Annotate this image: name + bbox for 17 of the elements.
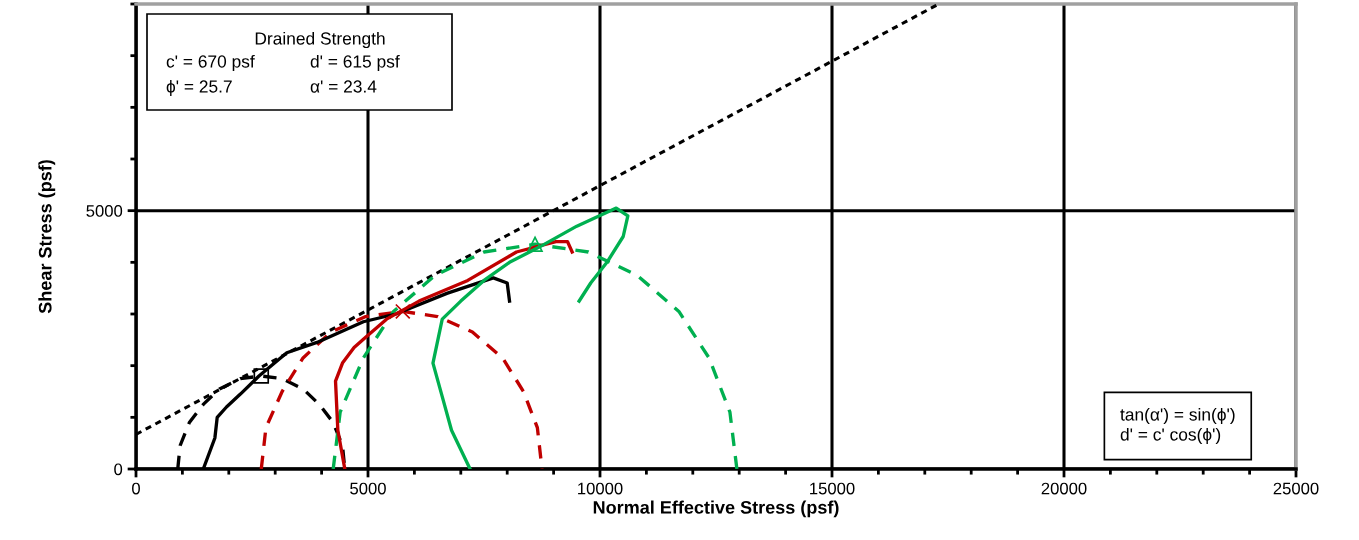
x-tick-label: 10000 [578, 482, 623, 495]
annotation: d' = 615 psf [310, 54, 400, 72]
x-tick-label: 25000 [1273, 482, 1319, 495]
x-tick-label: 15000 [810, 482, 855, 495]
point [527, 236, 543, 253]
annotation: ϕ' = 25.7 [166, 79, 232, 97]
x-tick-label: 20000 [1041, 482, 1087, 495]
x-tick-label: 5000 [350, 482, 386, 495]
point [253, 368, 270, 384]
y-axis-title: Shear Stress (psf) [38, 160, 56, 314]
annotation: α' = 23.4 [310, 80, 377, 93]
point [395, 303, 411, 320]
x-tick-label: 0 [132, 482, 140, 495]
annotation: Drained Strength [255, 31, 385, 49]
annotation: c' = 670 psf [166, 54, 255, 72]
annotation: tan(α') = sin(ϕ') d' = c' cos(ϕ') [1120, 407, 1235, 445]
x-axis-title: Normal Effective Stress (psf) [593, 500, 839, 518]
